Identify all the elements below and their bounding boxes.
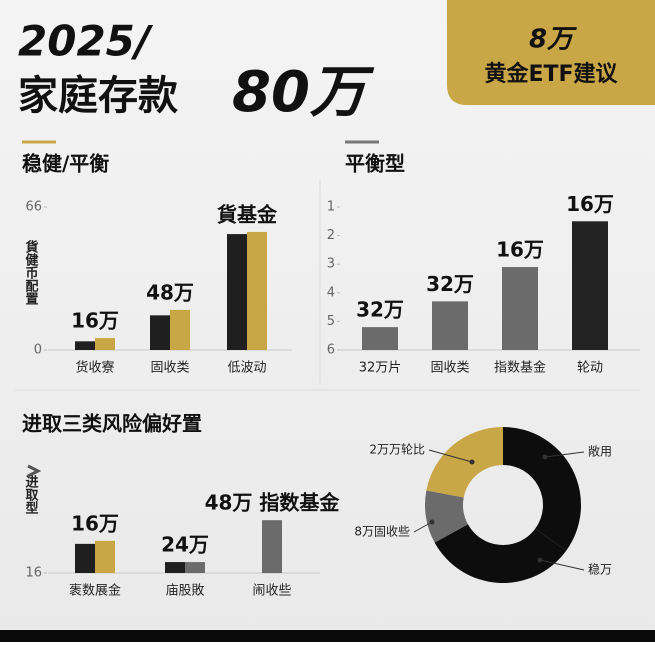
- bar: [165, 562, 185, 573]
- donut-segment: [434, 524, 567, 584]
- badge-line2: 黄金ETF建议: [484, 61, 618, 87]
- x-tick-label: 闹收些: [252, 584, 291, 599]
- group-label: 48万 指数基金: [205, 491, 341, 515]
- bar: [572, 221, 608, 350]
- y-tick-label: 66: [25, 200, 42, 215]
- y-tick-label: 4: [327, 285, 335, 300]
- x-tick-label: 袠数展金: [69, 583, 121, 599]
- title-line2: 家庭存款: [18, 73, 178, 119]
- segment-label: 8万固收些: [354, 525, 410, 539]
- x-tick-label: 轮动: [577, 361, 603, 376]
- segment-label: 稳万: [588, 562, 612, 577]
- title-big: 80万: [232, 60, 375, 125]
- bar: [150, 315, 170, 350]
- chart-title: 进取三类风险偏好置: [22, 412, 202, 436]
- group-label: 32万: [426, 272, 474, 296]
- title-line1: 2025/: [18, 17, 154, 66]
- y-axis-label: 貨健币配置: [23, 239, 39, 305]
- segment-label: 敞用: [588, 444, 612, 459]
- bar: [170, 309, 190, 350]
- chart-title: 稳健/平衡: [22, 152, 109, 176]
- badge: [447, 0, 655, 105]
- bar: [227, 234, 247, 350]
- group-label: 16万: [71, 511, 119, 535]
- y-tick-label: 5: [327, 314, 335, 329]
- leader-dot: [429, 519, 435, 525]
- leader-dot: [537, 557, 543, 563]
- bar: [262, 520, 282, 573]
- x-tick-label: 固收类: [430, 361, 469, 376]
- leader-line: [539, 559, 585, 571]
- group-label: 32万: [356, 298, 404, 322]
- leader-line: [428, 449, 473, 463]
- bar: [247, 231, 267, 350]
- bar: [502, 267, 538, 350]
- y-tick-label: 2: [327, 228, 335, 243]
- bar: [95, 338, 115, 350]
- y-axis-label: 进取型: [23, 475, 39, 514]
- bar: [75, 543, 95, 573]
- group-label: 48万: [146, 280, 194, 304]
- x-tick-label: 庙股敗: [165, 584, 204, 599]
- donut-segment: [426, 427, 503, 498]
- y-tick-label: 0: [34, 343, 42, 358]
- x-tick-label: 32万片: [359, 361, 402, 376]
- leader-dot: [469, 459, 475, 465]
- group-label: 24万: [161, 533, 209, 557]
- y-tick-label: 16: [25, 566, 42, 581]
- leader-dot: [542, 454, 548, 460]
- donut-segment: [503, 427, 581, 551]
- y-tick-label: 1: [327, 200, 335, 215]
- group-label: 貨基金: [217, 202, 278, 226]
- leader-line: [544, 451, 585, 458]
- bar: [362, 327, 398, 350]
- arrow-icon: [27, 464, 42, 478]
- bar: [185, 562, 205, 573]
- group-label: 16万: [566, 192, 614, 216]
- bar: [75, 341, 95, 350]
- y-tick-label: 3: [327, 257, 335, 272]
- footer-bar: [0, 630, 655, 642]
- bar: [432, 301, 468, 350]
- donut-segment: [425, 490, 468, 543]
- segment-label: 2万万轮比: [369, 443, 425, 457]
- x-tick-label: 指数基金: [494, 360, 546, 376]
- x-tick-label: 货收寮: [75, 360, 114, 376]
- group-label: 16万: [496, 238, 544, 262]
- x-tick-label: 固收类: [150, 361, 189, 376]
- bar: [95, 540, 115, 573]
- chart-title: 平衡型: [345, 152, 405, 176]
- badge-line1: 8万: [529, 25, 577, 55]
- group-label: 16万: [71, 309, 119, 333]
- leader-line: [413, 521, 433, 533]
- y-tick-label: 6: [327, 343, 335, 358]
- x-tick-label: 低波动: [227, 361, 266, 376]
